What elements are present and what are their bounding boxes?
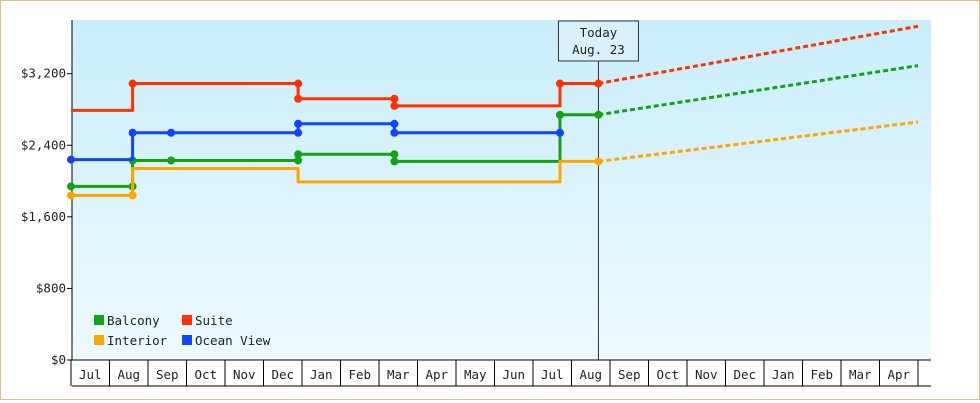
legend: Balcony Suite Interior Ocean View (94, 313, 271, 348)
today-label: Today (580, 25, 618, 40)
x-tick-label: Jan (772, 367, 795, 382)
plot-background (72, 20, 931, 360)
data-point-suite (555, 79, 564, 88)
data-point-ocean-view (390, 128, 399, 137)
data-point-suite (294, 94, 303, 103)
x-tick-label: Oct (656, 367, 679, 382)
series-forecast-balcony (598, 64, 919, 117)
x-tick-label: Jul (79, 367, 102, 382)
y-tick-label: $3,200 (21, 66, 66, 81)
x-tick-label: Jul (541, 367, 564, 382)
x-tick-label: Jun (502, 367, 525, 382)
y-tick-label: $0 (51, 352, 66, 367)
x-tick-label: Sep (156, 367, 179, 382)
series-forecast-suite (598, 24, 919, 85)
data-point-interior (128, 191, 137, 200)
x-tick-label: Aug (117, 367, 140, 382)
x-tick-label: Dec (271, 367, 294, 382)
data-point-balcony (67, 182, 75, 191)
data-point-suite (594, 79, 603, 88)
x-tick-label: May (464, 367, 487, 382)
data-point-suite (128, 79, 137, 88)
today-marker-box (557, 20, 639, 62)
data-point-balcony (294, 156, 303, 165)
legend-swatch (182, 315, 192, 325)
data-point-interior (67, 191, 75, 200)
today-date-label: Aug. 23 (572, 42, 625, 57)
data-point-ocean-view (294, 119, 303, 128)
data-point-suite (390, 94, 399, 103)
legend-label: Interior (107, 333, 168, 348)
x-tick-label: Apr (425, 367, 448, 382)
x-tick-label: Mar (387, 367, 410, 382)
axes: $0 $800 $1,600 $2,400 $3,200 Jul Aug Sep Oct Nov D… (21, 20, 931, 387)
series-forecast-interior (598, 120, 919, 163)
data-point-balcony (390, 150, 399, 159)
data-point-balcony (594, 110, 603, 119)
x-tick-label: Sep (618, 367, 641, 382)
series-line-suite (71, 82, 599, 112)
legend-swatch (182, 335, 192, 345)
legend-label: Balcony (107, 313, 160, 328)
data-point-ocean-view (128, 128, 137, 137)
data-point-balcony (294, 150, 303, 159)
data-point-ocean-view (555, 128, 564, 137)
x-tick-label: Oct (194, 367, 217, 382)
data-point-balcony (167, 156, 176, 165)
legend-swatch (94, 335, 104, 345)
series-line-interior (71, 159, 599, 197)
x-tick-label: Aug (579, 367, 602, 382)
x-tick-label: Feb (348, 367, 371, 382)
series-layer (67, 24, 919, 200)
y-tick-label: $800 (36, 280, 66, 295)
x-tick-label: Jan (310, 367, 333, 382)
x-tick-label: Dec (733, 367, 756, 382)
x-tick-label: Nov (695, 367, 718, 382)
data-point-suite (294, 79, 303, 88)
x-tick-label: Mar (849, 367, 872, 382)
y-tick-label: $1,600 (21, 209, 66, 224)
legend-swatch (94, 315, 104, 325)
x-tick-label: Apr (887, 367, 910, 382)
legend-label: Suite (195, 313, 233, 328)
legend-label: Ocean View (195, 333, 271, 348)
y-tick-label: $2,400 (21, 137, 66, 152)
data-point-suite (390, 101, 399, 110)
data-point-ocean-view (167, 128, 176, 137)
data-point-balcony (390, 157, 399, 166)
data-point-ocean-view (294, 128, 303, 137)
data-point-interior (594, 157, 603, 166)
data-point-ocean-view (390, 119, 399, 128)
x-tick-label: Nov (233, 367, 256, 382)
x-tick-label: Feb (810, 367, 833, 382)
data-point-balcony (555, 110, 564, 119)
data-point-ocean-view (67, 155, 75, 164)
